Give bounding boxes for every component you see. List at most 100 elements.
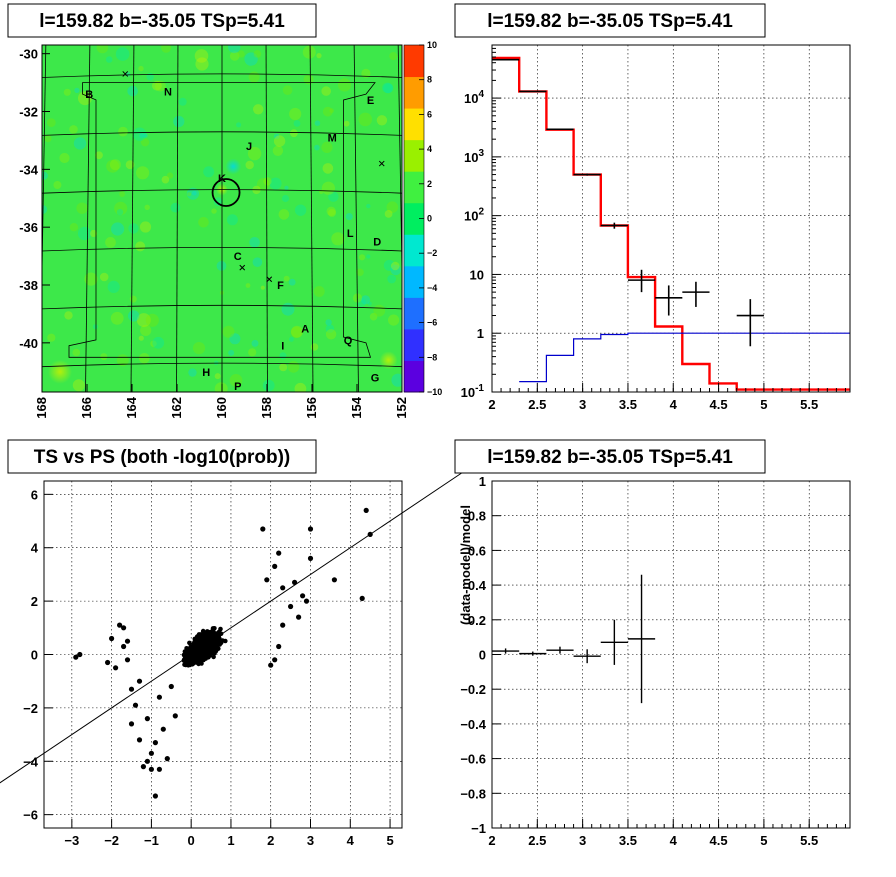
texture-blob xyxy=(245,283,251,288)
texture-blob xyxy=(329,108,335,113)
texture-blob xyxy=(138,335,144,341)
x-tick-label: −3 xyxy=(64,833,79,848)
texture-blob xyxy=(161,175,170,184)
texture-blob xyxy=(89,229,98,238)
scatter-point xyxy=(105,659,111,666)
texture-blob xyxy=(325,319,332,326)
source-label: B xyxy=(85,89,93,101)
scatter-point xyxy=(363,507,369,513)
scatter-point xyxy=(209,643,214,648)
texture-blob xyxy=(322,163,334,174)
texture-blob xyxy=(253,104,264,115)
colorbar-tick-label: 6 xyxy=(427,109,432,119)
texture-blob xyxy=(282,85,293,95)
scatter-point xyxy=(268,662,274,668)
scatter-point xyxy=(307,526,314,532)
texture-blob xyxy=(281,302,295,316)
texture-blob xyxy=(64,311,73,320)
scatter-point xyxy=(152,793,158,799)
y-tick-label: 1 xyxy=(477,326,484,341)
x-tick-label: 3 xyxy=(307,833,314,848)
x-tick-label: 2 xyxy=(267,833,274,848)
texture-blob xyxy=(269,177,282,190)
scatter-point xyxy=(144,716,150,722)
y-tick-label: -34 xyxy=(19,162,39,177)
scatter-point xyxy=(296,614,302,620)
scatter-point xyxy=(148,750,154,756)
texture-blob xyxy=(96,45,109,54)
colorbar-tick-label: 8 xyxy=(427,75,432,85)
texture-blob xyxy=(143,133,148,138)
residual-x-axis: 2 2.5 3 3.5 4 4.5 5 5.5 xyxy=(488,819,846,848)
scatter-point xyxy=(113,665,119,671)
texture-blob xyxy=(133,127,147,141)
texture-blob xyxy=(310,343,319,351)
texture-blob xyxy=(59,152,70,164)
texture-blob xyxy=(140,324,152,336)
texture-blob xyxy=(302,45,316,59)
scatter-point xyxy=(156,694,162,700)
colorbar-tick-label: 2 xyxy=(427,179,432,189)
cross-marker xyxy=(239,264,246,271)
sky-map-panel: l=159.82 b=-35.05 TSp=5.41 B NEJMKCLDFAQI… xyxy=(7,3,442,419)
y-tick-label: −0.2 xyxy=(460,682,486,697)
texture-blob xyxy=(161,45,172,53)
sky-map-y-axis: -30 -32 -34 -36 -38 -40 xyxy=(19,47,50,351)
texture-blob xyxy=(145,313,159,327)
scatter-point xyxy=(211,654,216,660)
source-label: F xyxy=(277,280,284,292)
texture-blob xyxy=(173,115,185,128)
texture-blob xyxy=(222,325,235,338)
texture-blob xyxy=(376,115,388,126)
texture-blob xyxy=(293,120,301,127)
texture-blob xyxy=(382,82,393,94)
texture-blob xyxy=(290,129,298,138)
y-tick-label: 0 xyxy=(479,648,486,663)
latitude-line xyxy=(42,304,402,310)
texture-blob xyxy=(287,361,300,373)
longitude-line xyxy=(265,45,268,392)
x-tick-label: 3 xyxy=(579,397,586,412)
texture-blob xyxy=(273,135,286,147)
x-tick-label: 152 xyxy=(394,397,409,419)
scatter-point xyxy=(187,640,192,646)
texture-blob xyxy=(211,208,217,214)
y-tick-label: 6 xyxy=(31,487,38,502)
x-tick-label: −1 xyxy=(144,833,159,848)
texture-blob xyxy=(150,340,157,347)
texture-blob xyxy=(283,275,290,282)
x-tick-label: 2 xyxy=(488,397,495,412)
x-tick-label: 166 xyxy=(79,397,94,419)
scatter-point xyxy=(164,756,170,762)
y-tick-label: 10 xyxy=(470,267,484,282)
scatter-point xyxy=(156,766,162,772)
scatter-point xyxy=(186,656,192,662)
source-label: H xyxy=(202,367,210,379)
texture-blob xyxy=(109,159,121,171)
scatter-point xyxy=(148,766,154,772)
texture-blob xyxy=(107,280,120,293)
scatter-point xyxy=(198,655,203,661)
colorbar-band xyxy=(404,234,424,267)
texture-blob xyxy=(390,264,402,276)
colorbar-tick-label: −4 xyxy=(427,283,437,293)
x-tick-label: 156 xyxy=(304,397,319,419)
texture-blob xyxy=(247,146,262,161)
texture-blob xyxy=(367,301,372,306)
texture-blob xyxy=(152,80,162,91)
texture-blob xyxy=(73,137,87,150)
source-label: N xyxy=(164,86,172,98)
residual-y-axis-label: (data-model)/model xyxy=(458,505,473,625)
texture-blob xyxy=(152,336,165,349)
y-tick-label: 0.2 xyxy=(468,613,486,628)
scatter-point xyxy=(191,657,196,662)
scatter-point xyxy=(152,740,158,746)
texture-blob xyxy=(214,373,221,380)
scatter-reference-line xyxy=(0,472,462,784)
y-tick-label: 103 xyxy=(464,148,484,165)
longitude-line xyxy=(130,45,135,392)
colorbar-tick-label: 0 xyxy=(427,214,432,224)
texture-blob xyxy=(203,166,215,178)
y-tick-label: 4 xyxy=(31,541,39,556)
